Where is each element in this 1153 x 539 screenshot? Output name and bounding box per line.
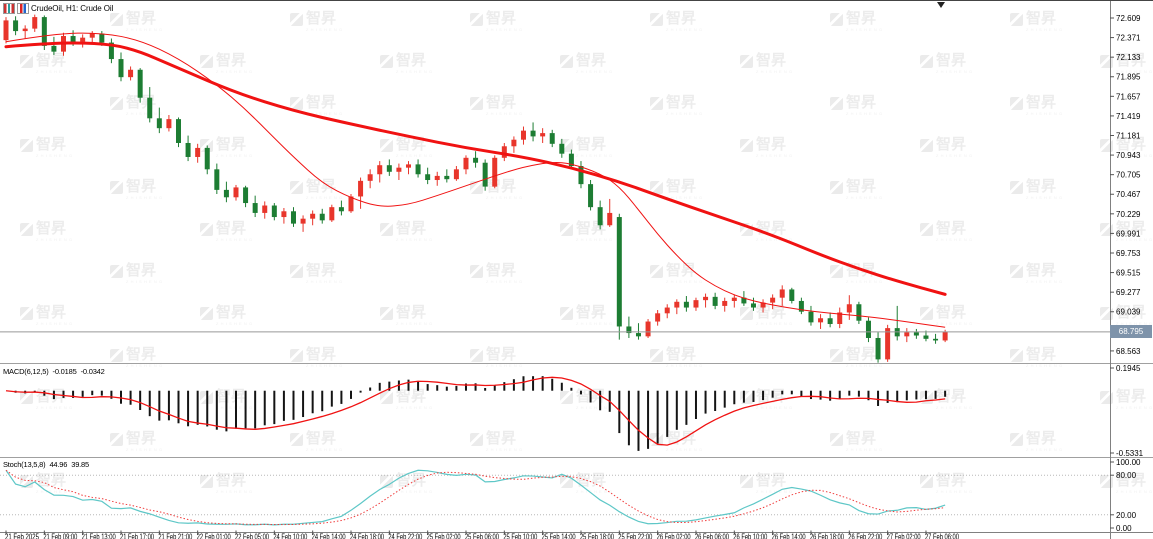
svg-text:26 Feb 18:00: 26 Feb 18:00 [810, 533, 844, 539]
svg-text:21 Feb 17:00: 21 Feb 17:00 [120, 533, 154, 539]
svg-text:70.943: 70.943 [1116, 151, 1141, 160]
svg-text:24 Feb 18:00: 24 Feb 18:00 [350, 533, 384, 539]
svg-text:70.467: 70.467 [1116, 190, 1141, 199]
svg-text:70.229: 70.229 [1116, 210, 1141, 219]
svg-text:25 Feb 06:00: 25 Feb 06:00 [465, 533, 499, 539]
chart-header: CrudeOil, H1: Crude Oil [3, 2, 114, 14]
svg-text:69.039: 69.039 [1116, 308, 1141, 317]
symbol-label: CrudeOil, H1: Crude Oil [31, 3, 114, 13]
svg-text:24 Feb 22:00: 24 Feb 22:00 [388, 533, 422, 539]
stoch-indicator-label: Stoch(13,5,8) 44.96 39.85 [3, 460, 93, 469]
svg-text:24 Feb 10:00: 24 Feb 10:00 [273, 533, 307, 539]
chart-type-icon [3, 2, 15, 14]
svg-text:26 Feb 22:00: 26 Feb 22:00 [848, 533, 882, 539]
svg-text:21 Feb 21:00: 21 Feb 21:00 [158, 533, 192, 539]
svg-text:25 Feb 10:00: 25 Feb 10:00 [503, 533, 537, 539]
svg-text:21 Feb 2025: 21 Feb 2025 [5, 533, 39, 539]
stoch-name: Stoch(13,5,8) [3, 460, 46, 469]
svg-text:26 Feb 14:00: 26 Feb 14:00 [772, 533, 806, 539]
svg-text:71.895: 71.895 [1116, 73, 1141, 82]
svg-text:71.181: 71.181 [1116, 131, 1141, 140]
svg-text:24 Feb 14:00: 24 Feb 14:00 [312, 533, 346, 539]
svg-text:71.419: 71.419 [1116, 112, 1141, 121]
svg-text:69.515: 69.515 [1116, 269, 1141, 278]
svg-text:100.00: 100.00 [1116, 458, 1141, 467]
svg-text:22 Feb 05:00: 22 Feb 05:00 [235, 533, 269, 539]
chart-shift-marker [937, 2, 945, 8]
svg-text:70.705: 70.705 [1116, 171, 1141, 180]
svg-text:26 Feb 10:00: 26 Feb 10:00 [733, 533, 767, 539]
macd-main-value: -0.0185 [52, 367, 77, 376]
macd-name: MACD(6,12,5) [3, 367, 49, 376]
svg-text:21 Feb 09:00: 21 Feb 09:00 [43, 533, 77, 539]
svg-text:26 Feb 02:00: 26 Feb 02:00 [657, 533, 691, 539]
svg-text:26 Feb 06:00: 26 Feb 06:00 [695, 533, 729, 539]
svg-text:69.753: 69.753 [1116, 249, 1141, 258]
macd-indicator-label: MACD(6,12,5) -0.0185 -0.0342 [3, 367, 109, 376]
svg-text:71.657: 71.657 [1116, 92, 1141, 101]
svg-text:69.277: 69.277 [1116, 288, 1141, 297]
svg-text:25 Feb 14:00: 25 Feb 14:00 [542, 533, 576, 539]
svg-text:20.00: 20.00 [1116, 511, 1137, 520]
svg-text:21 Feb 13:00: 21 Feb 13:00 [82, 533, 116, 539]
svg-text:27 Feb 06:00: 27 Feb 06:00 [925, 533, 959, 539]
price-axis[interactable] [1110, 1, 1153, 532]
svg-text:69.991: 69.991 [1116, 229, 1141, 238]
svg-text:27 Feb 02:00: 27 Feb 02:00 [887, 533, 921, 539]
stoch-main-value: 44.96 [49, 460, 68, 469]
svg-text:72.371: 72.371 [1116, 34, 1141, 43]
svg-text:25 Feb 22:00: 25 Feb 22:00 [618, 533, 652, 539]
svg-text:25 Feb 18:00: 25 Feb 18:00 [580, 533, 614, 539]
stoch-signal-value: 39.85 [71, 460, 89, 469]
macd-signal-value: -0.0342 [80, 367, 105, 376]
svg-text:72.609: 72.609 [1116, 14, 1141, 23]
svg-text:68.563: 68.563 [1116, 347, 1141, 356]
time-axis[interactable] [0, 532, 1110, 539]
svg-text:0.00: 0.00 [1116, 524, 1132, 533]
candlestick-icon [17, 2, 29, 14]
svg-text:-0.5331: -0.5331 [1116, 449, 1144, 458]
svg-text:22 Feb 01:00: 22 Feb 01:00 [197, 533, 231, 539]
svg-text:0.1945: 0.1945 [1116, 364, 1141, 373]
svg-text:25 Feb 02:00: 25 Feb 02:00 [427, 533, 461, 539]
current-price-badge: 68.795 [1110, 325, 1152, 339]
svg-text:80.00: 80.00 [1116, 471, 1137, 480]
svg-text:72.133: 72.133 [1116, 53, 1141, 62]
